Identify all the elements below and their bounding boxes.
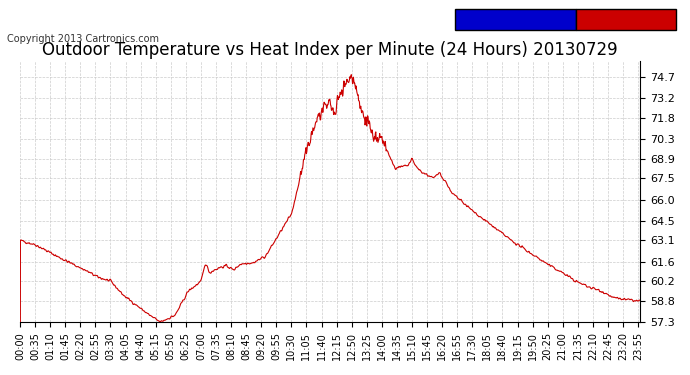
Title: Outdoor Temperature vs Heat Index per Minute (24 Hours) 20130729: Outdoor Temperature vs Heat Index per Mi… [42,41,618,59]
Text: Heat Index  (°F): Heat Index (°F) [459,15,553,25]
Text: Copyright 2013 Cartronics.com: Copyright 2013 Cartronics.com [7,34,159,44]
Text: Temperature (°F): Temperature (°F) [580,15,673,25]
